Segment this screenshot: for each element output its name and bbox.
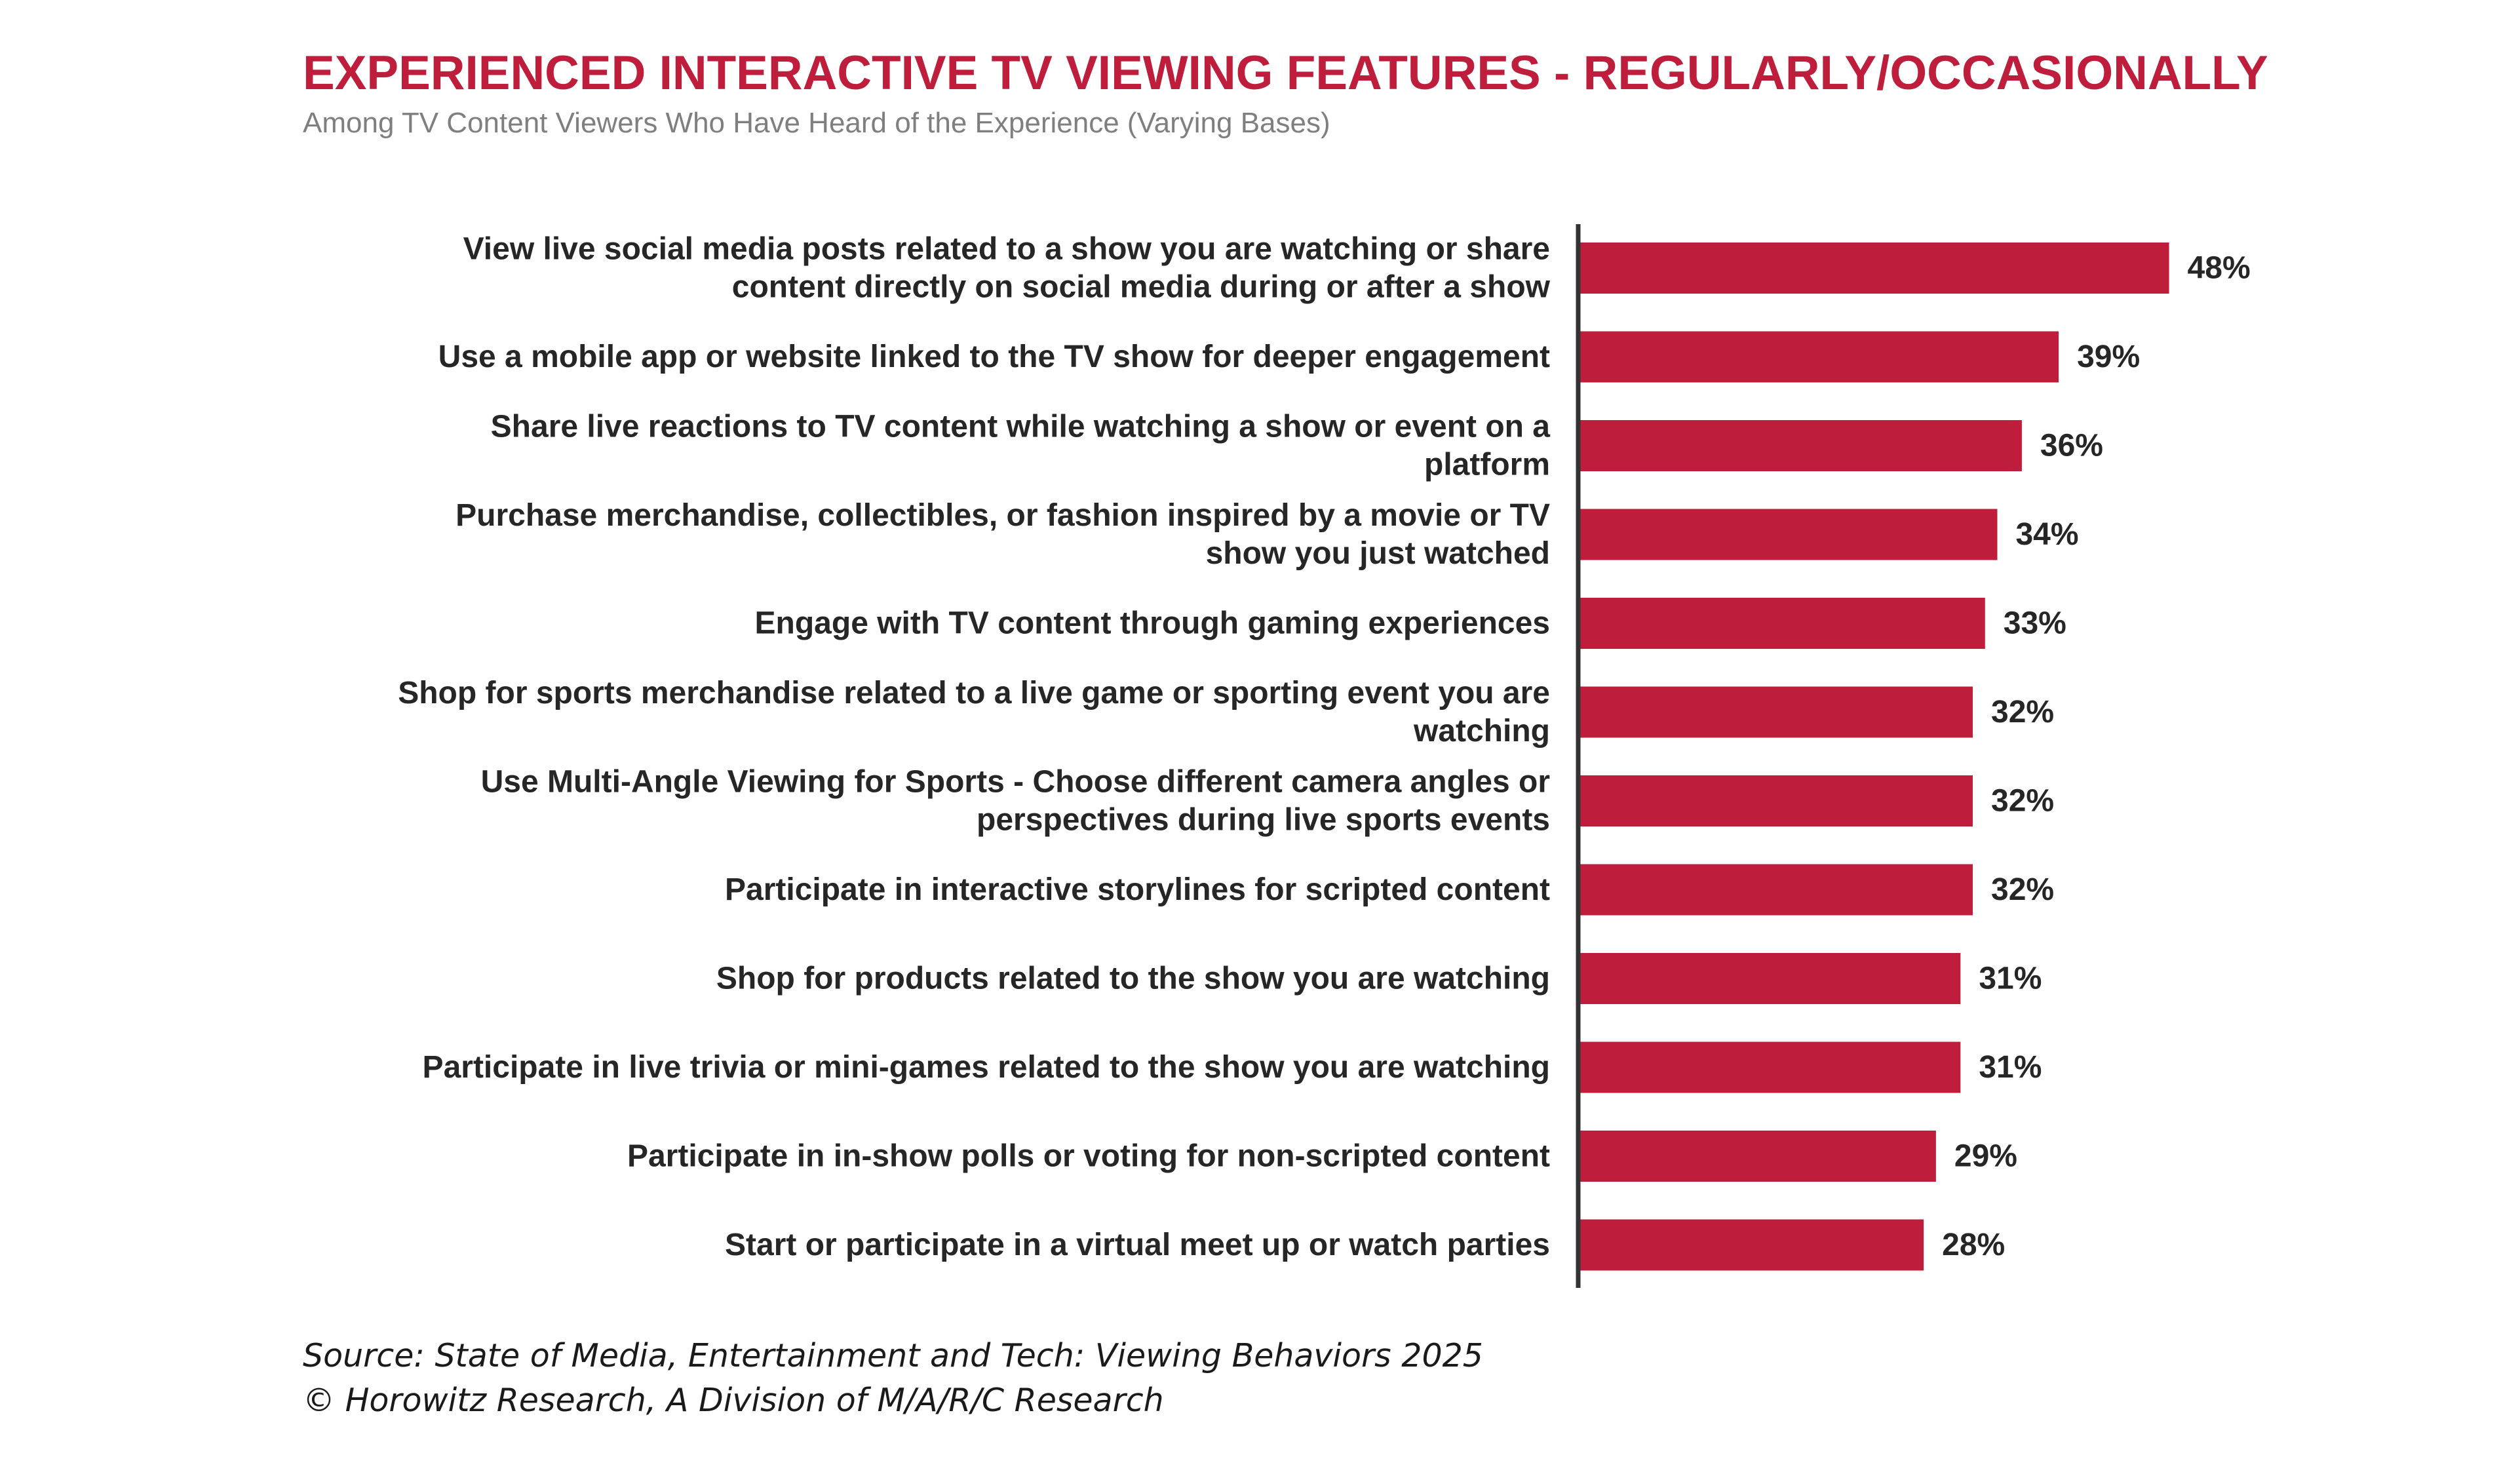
source-text: Source: State of Media, Entertainment an… [303,1337,1483,1374]
bar-2 [1580,331,2059,383]
value-label-1: 48% [2188,251,2251,286]
category-label-5: Engage with TV content through gaming ex… [755,606,1550,641]
bar-10 [1580,1041,1961,1093]
value-label-6: 32% [1991,695,2054,729]
category-label-11: Participate in in-show polls or voting f… [627,1139,1550,1174]
category-label-7: Use Multi-Angle Viewing for Sports - Cho… [481,765,1550,838]
copyright-text: © Horowitz Research, A Division of M/A/R… [303,1382,1164,1419]
value-label-2: 39% [2077,340,2140,374]
bar-11 [1580,1131,1936,1182]
bar-3 [1580,420,2022,471]
value-label-9: 31% [1979,961,2042,996]
bar-5 [1580,598,1985,649]
source-block: Source: State of Media, Entertainment an… [303,1334,1483,1423]
value-labels-group: 48% 39% 36% 34% 33% 32% 32% 32% 31% 31% 29% 28% [1942,251,2250,1263]
category-label-8: Participate in interactive storylines fo… [725,872,1550,907]
category-label-3: Share live reactions to TV content while… [491,410,1551,482]
value-label-4: 34% [2015,517,2078,552]
bars-group [1580,243,2169,1271]
chart-title: EXPERIENCED INTERACTIVE TV VIEWING FEATU… [303,47,2268,100]
value-label-7: 32% [1991,784,2054,819]
bar-1 [1580,243,2169,294]
category-label-6: Shop for sports merchandise related to a… [398,676,1550,748]
bar-9 [1580,953,1961,1004]
bar-6 [1580,686,1973,738]
bar-8 [1580,864,1973,916]
category-label-10: Participate in live trivia or mini-games… [423,1050,1550,1085]
category-label-1: View live social media posts related to … [463,232,1551,305]
value-label-8: 32% [1991,872,2054,907]
value-label-3: 36% [2040,429,2103,463]
value-label-11: 29% [1954,1139,2017,1174]
bar-12 [1580,1219,1924,1271]
value-label-12: 28% [1942,1228,2005,1262]
bar-4 [1580,509,1998,560]
bar-7 [1580,775,1973,826]
chart-subtitle: Among TV Content Viewers Who Have Heard … [303,107,1330,139]
value-label-10: 31% [1979,1050,2042,1085]
category-label-2: Use a mobile app or website linked to th… [438,340,1550,374]
category-labels-group: View live social media posts related to … [398,232,1550,1263]
category-label-9: Shop for products related to the show yo… [716,961,1550,996]
category-label-4: Purchase merchandise, collectibles, or f… [456,498,1550,571]
value-label-5: 33% [2004,606,2066,641]
category-label-12: Start or participate in a virtual meet u… [725,1228,1550,1262]
